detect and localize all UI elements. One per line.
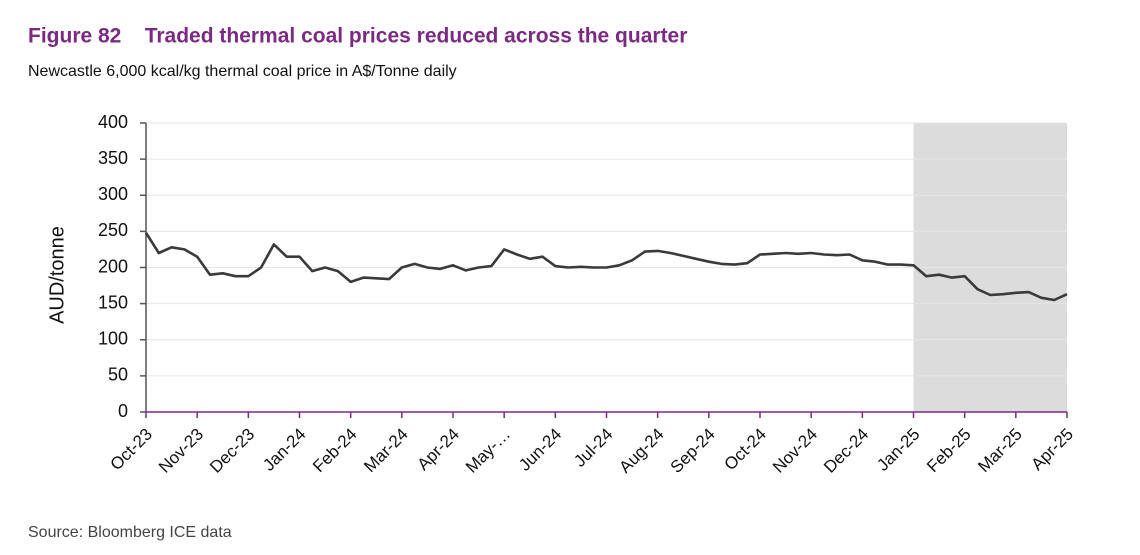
x-tick-label: May-…: [462, 425, 514, 477]
x-tick-label: Feb-24: [309, 425, 361, 477]
y-tick-label: 400: [98, 112, 128, 132]
x-tick-label: Aug-24: [615, 425, 667, 477]
x-tick-label: Nov-23: [155, 425, 207, 477]
y-tick-label: 100: [98, 329, 128, 349]
y-tick-label: 0: [118, 401, 128, 421]
y-tick-label: 50: [108, 365, 128, 385]
y-tick-label: 350: [98, 148, 128, 168]
x-tick-label: Apr-25: [1027, 425, 1077, 475]
x-tick-label: Jan-25: [873, 425, 923, 475]
x-tick-label: Dec-23: [206, 425, 258, 477]
x-tick-label: Dec-24: [820, 425, 872, 477]
x-tick-label: Jan-24: [259, 425, 309, 475]
x-tick-label: Apr-24: [413, 425, 463, 475]
x-tick-label: Feb-25: [923, 425, 975, 477]
x-tick-label: Oct-24: [720, 425, 770, 475]
x-tick-label: Mar-24: [360, 425, 412, 477]
y-tick-label: 150: [98, 292, 128, 312]
x-tick-label: Mar-25: [974, 425, 1026, 477]
y-axis-label: AUD/tonne: [46, 226, 68, 324]
y-tick-label: 300: [98, 184, 128, 204]
x-tick-label: Nov-24: [769, 425, 821, 477]
x-tick-label: Jul-24: [570, 425, 616, 471]
x-tick-label: Oct-23: [106, 425, 156, 475]
y-tick-label: 250: [98, 220, 128, 240]
source: Source: Bloomberg ICE data: [28, 524, 232, 541]
chart-subtitle: Newcastle 6,000 kcal/kg thermal coal pri…: [28, 63, 457, 80]
x-tick-label: Jun-24: [515, 425, 565, 475]
y-tick-label: 200: [98, 256, 128, 276]
x-tick-label: Sep-24: [667, 425, 719, 477]
line-series: [144, 232, 1068, 302]
chart-title: Figure 82 Traded thermal coal prices red…: [28, 25, 687, 48]
